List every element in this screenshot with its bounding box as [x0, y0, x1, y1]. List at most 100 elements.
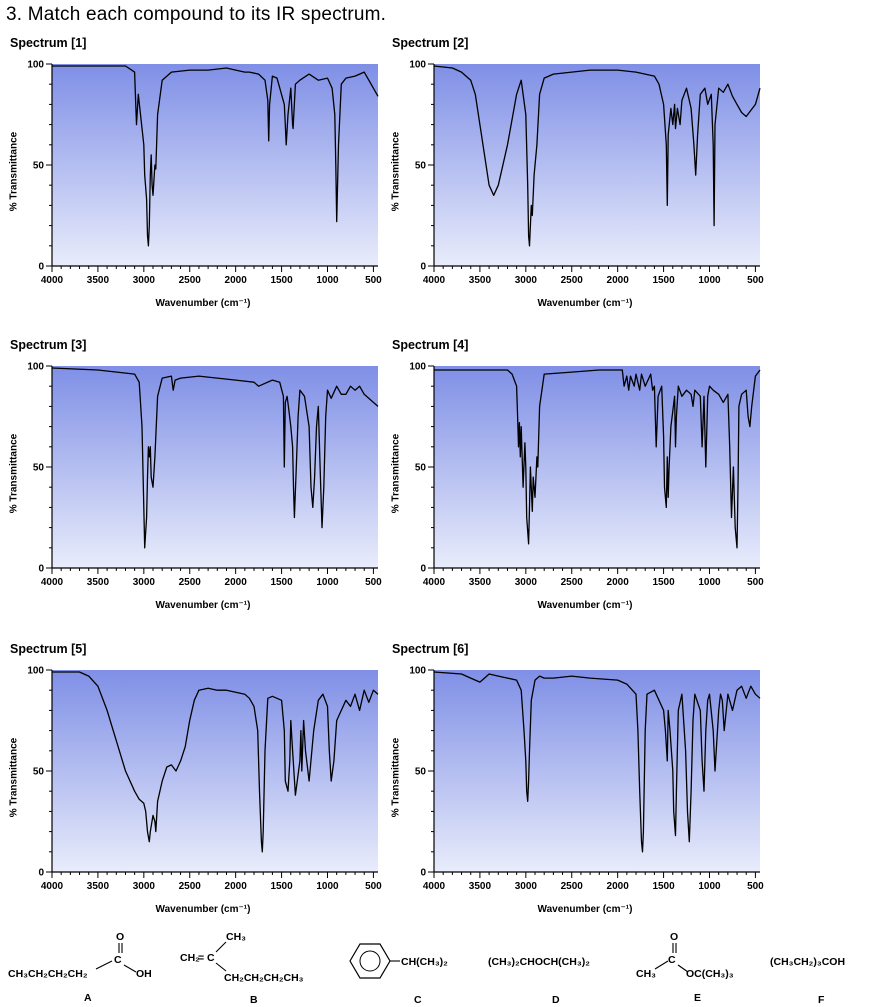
y-tick-label: 0	[38, 564, 44, 575]
compound-a-chain: CH₃CH₂CH₂CH₂	[8, 968, 88, 980]
x-tick-label: 4000	[423, 881, 446, 892]
x-tick-label: 1000	[698, 275, 721, 286]
compound-c-structure: CH(CH₃)₂	[349, 943, 448, 979]
compound-e-ch3: CH₃	[636, 968, 656, 980]
compound-e-label: E	[694, 992, 701, 1004]
spectrum-title: Spectrum [3]	[10, 338, 87, 352]
x-tick-label: 3500	[469, 881, 492, 892]
y-tick-label: 50	[415, 767, 427, 778]
spectrum-title: Spectrum [5]	[10, 642, 87, 656]
spectrum-chart-3: 4000 3500 3000 2500 2000 1500 1000 500 0 50 100	[27, 362, 382, 589]
question-text: 3. Match each compound to its IR spectru…	[6, 4, 387, 25]
y-tick-label: 50	[33, 463, 45, 474]
x-axis-label: Wavenumber (cm⁻¹)	[537, 904, 633, 915]
compound-b-ch2: CH₂	[180, 952, 200, 964]
x-tick-label: 500	[747, 577, 764, 588]
y-tick-label: 50	[415, 463, 427, 474]
x-axis-label: Wavenumber (cm⁻¹)	[537, 298, 633, 309]
spectrum-line-6	[433, 671, 761, 853]
spectrum-line-3	[51, 367, 379, 549]
x-tick-label: 1000	[698, 881, 721, 892]
spectrum-panel-6: Spectrum [6]% Transmittance Wavenumber (c…	[390, 642, 790, 942]
plot-background	[52, 366, 378, 568]
compound-e-carbon: C	[668, 954, 676, 966]
compound-a-oh: OH	[136, 968, 152, 980]
compound-a-carbon: C	[114, 954, 122, 966]
compound-d-formula: (CH₃)₂CHOCH(CH₃)₂	[488, 956, 590, 968]
x-tick-label: 2500	[561, 577, 584, 588]
x-tick-label: 3500	[87, 275, 110, 286]
x-tick-label: 4000	[41, 275, 64, 286]
spectrum-chart-2: 4000 3500 3000 2500 2000 1500 1000 500 0 50 100	[409, 60, 764, 287]
y-tick-label: 100	[27, 60, 44, 71]
compound-c-label: C	[414, 994, 422, 1006]
x-tick-label: 3500	[469, 577, 492, 588]
compound-b-label: B	[250, 994, 258, 1006]
compound-b-eq: =	[198, 952, 204, 964]
compound-e-oxygen: O	[670, 931, 678, 943]
plot-background	[52, 670, 378, 872]
x-tick-label: 500	[365, 275, 382, 286]
x-tick-label: 2000	[607, 275, 630, 286]
compound-f-label: F	[818, 994, 825, 1006]
spectrum-panel-4: Spectrum [4]% Transmittance Wavenumber (c…	[390, 338, 790, 638]
y-tick-label: 50	[33, 767, 45, 778]
compound-a-oxygen: O	[116, 931, 124, 943]
x-tick-label: 500	[365, 881, 382, 892]
x-tick-label: 1000	[316, 275, 339, 286]
plot-background	[434, 670, 760, 872]
x-tick-label: 4000	[41, 577, 64, 588]
y-tick-label: 0	[38, 262, 44, 273]
x-axis-label: Wavenumber (cm⁻¹)	[537, 600, 633, 611]
x-tick-label: 1500	[652, 577, 675, 588]
spectrum-panel-2: Spectrum [2]% Transmittance Wavenumber (c…	[390, 36, 790, 336]
x-tick-label: 3500	[469, 275, 492, 286]
y-tick-label: 100	[409, 60, 426, 71]
spectrum-chart-5: 4000 3500 3000 2500 2000 1500 1000 500 0 50 100	[27, 666, 382, 893]
x-tick-label: 2500	[561, 275, 584, 286]
x-tick-label: 4000	[41, 881, 64, 892]
x-tick-label: 2000	[225, 577, 248, 588]
x-tick-label: 500	[365, 577, 382, 588]
spectrum-line-4	[434, 369, 761, 549]
compound-b-chain: CH₂CH₂CH₂CH₃	[224, 972, 304, 984]
x-tick-label: 2000	[607, 881, 630, 892]
plot-background	[434, 366, 760, 568]
spectrum-panel-5: Spectrum [5]% Transmittance Wavenumber (c…	[8, 642, 408, 942]
compound-b-c: C	[207, 952, 215, 964]
x-tick-label: 3000	[133, 577, 156, 588]
x-tick-label: 1000	[316, 881, 339, 892]
x-tick-label: 1500	[270, 275, 293, 286]
x-tick-label: 1500	[652, 275, 675, 286]
spectrum-panel-3: Spectrum [3]% Transmittance Wavenumber (c…	[8, 338, 408, 638]
x-tick-label: 4000	[423, 577, 446, 588]
compound-e-structure: CH₃ C O OC(CH₃)₃	[636, 931, 734, 980]
spectrum-line-2	[433, 65, 761, 247]
x-tick-label: 1500	[652, 881, 675, 892]
y-tick-label: 50	[415, 161, 427, 172]
spectrum-panel-1: Spectrum [1]% Transmittance Wavenumber (c…	[8, 36, 408, 336]
spectrum-title: Spectrum [2]	[392, 36, 469, 50]
x-tick-label: 3000	[515, 577, 538, 588]
x-tick-label: 3000	[515, 881, 538, 892]
x-tick-label: 2500	[179, 881, 202, 892]
spectrum-line-5	[52, 671, 379, 853]
x-tick-label: 1000	[698, 577, 721, 588]
plot-background	[434, 64, 760, 266]
compound-d-label: D	[552, 994, 560, 1006]
y-tick-label: 0	[38, 868, 44, 879]
x-tick-label: 3000	[133, 275, 156, 286]
x-tick-label: 2500	[561, 881, 584, 892]
x-tick-label: 500	[747, 881, 764, 892]
y-tick-label: 100	[27, 362, 44, 373]
compound-b-ch3: CH₃	[226, 931, 246, 943]
x-tick-label: 2000	[607, 577, 630, 588]
x-tick-label: 500	[747, 275, 764, 286]
y-tick-label: 100	[409, 666, 426, 677]
x-tick-label: 2500	[179, 577, 202, 588]
spectrum-title: Spectrum [1]	[10, 36, 87, 50]
compound-structures: CH₃CH₂CH₂CH₂ C O OH A CH₂ = C CH₃ CH₂CH₂…	[8, 931, 845, 1006]
spectrum-chart-1: 4000 3500 3000 2500 2000 1500 1000 500 0 50 100	[27, 60, 382, 287]
x-tick-label: 2500	[179, 275, 202, 286]
x-tick-label: 3500	[87, 577, 110, 588]
